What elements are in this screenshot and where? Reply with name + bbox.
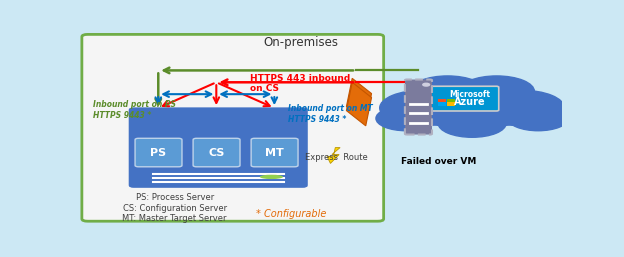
FancyBboxPatch shape (82, 34, 384, 221)
Circle shape (376, 106, 436, 131)
Text: * Configurable: * Configurable (256, 209, 326, 219)
FancyBboxPatch shape (405, 79, 432, 134)
FancyBboxPatch shape (431, 86, 499, 111)
Polygon shape (327, 148, 340, 163)
Bar (447, 103, 456, 106)
Circle shape (380, 90, 467, 126)
Ellipse shape (260, 175, 283, 179)
Text: Microsoft: Microsoft (449, 90, 490, 99)
Polygon shape (346, 78, 371, 122)
Circle shape (410, 76, 485, 107)
FancyBboxPatch shape (130, 108, 307, 187)
Text: Inbound port on PS
HTTPS 9443 *: Inbound port on PS HTTPS 9443 * (94, 100, 177, 120)
Circle shape (459, 76, 534, 107)
Text: PS: PS (150, 148, 167, 158)
Text: Express  Route: Express Route (305, 153, 368, 162)
Circle shape (508, 106, 568, 131)
Text: Inbound port on MT
HTTPS 9443 *: Inbound port on MT HTTPS 9443 * (288, 104, 373, 124)
Text: Failed over VM: Failed over VM (401, 157, 476, 166)
Text: CS: CS (208, 148, 225, 158)
Bar (438, 99, 446, 102)
Text: MT: MT (265, 148, 284, 158)
Circle shape (423, 83, 429, 86)
Text: PS: Process Server
CS: Configuration Server
MT: Master Target Server: PS: Process Server CS: Configuration Ser… (122, 193, 227, 223)
Text: Azure: Azure (454, 97, 485, 107)
Circle shape (414, 82, 530, 130)
Polygon shape (346, 82, 371, 126)
FancyBboxPatch shape (135, 138, 182, 167)
FancyBboxPatch shape (193, 138, 240, 167)
Circle shape (438, 109, 506, 137)
FancyBboxPatch shape (251, 138, 298, 167)
Text: HTTPS 443 inbound
on CS: HTTPS 443 inbound on CS (250, 74, 350, 93)
Circle shape (478, 90, 565, 126)
Bar (447, 99, 456, 102)
Text: On-premises: On-premises (263, 36, 338, 49)
Bar (438, 103, 446, 106)
